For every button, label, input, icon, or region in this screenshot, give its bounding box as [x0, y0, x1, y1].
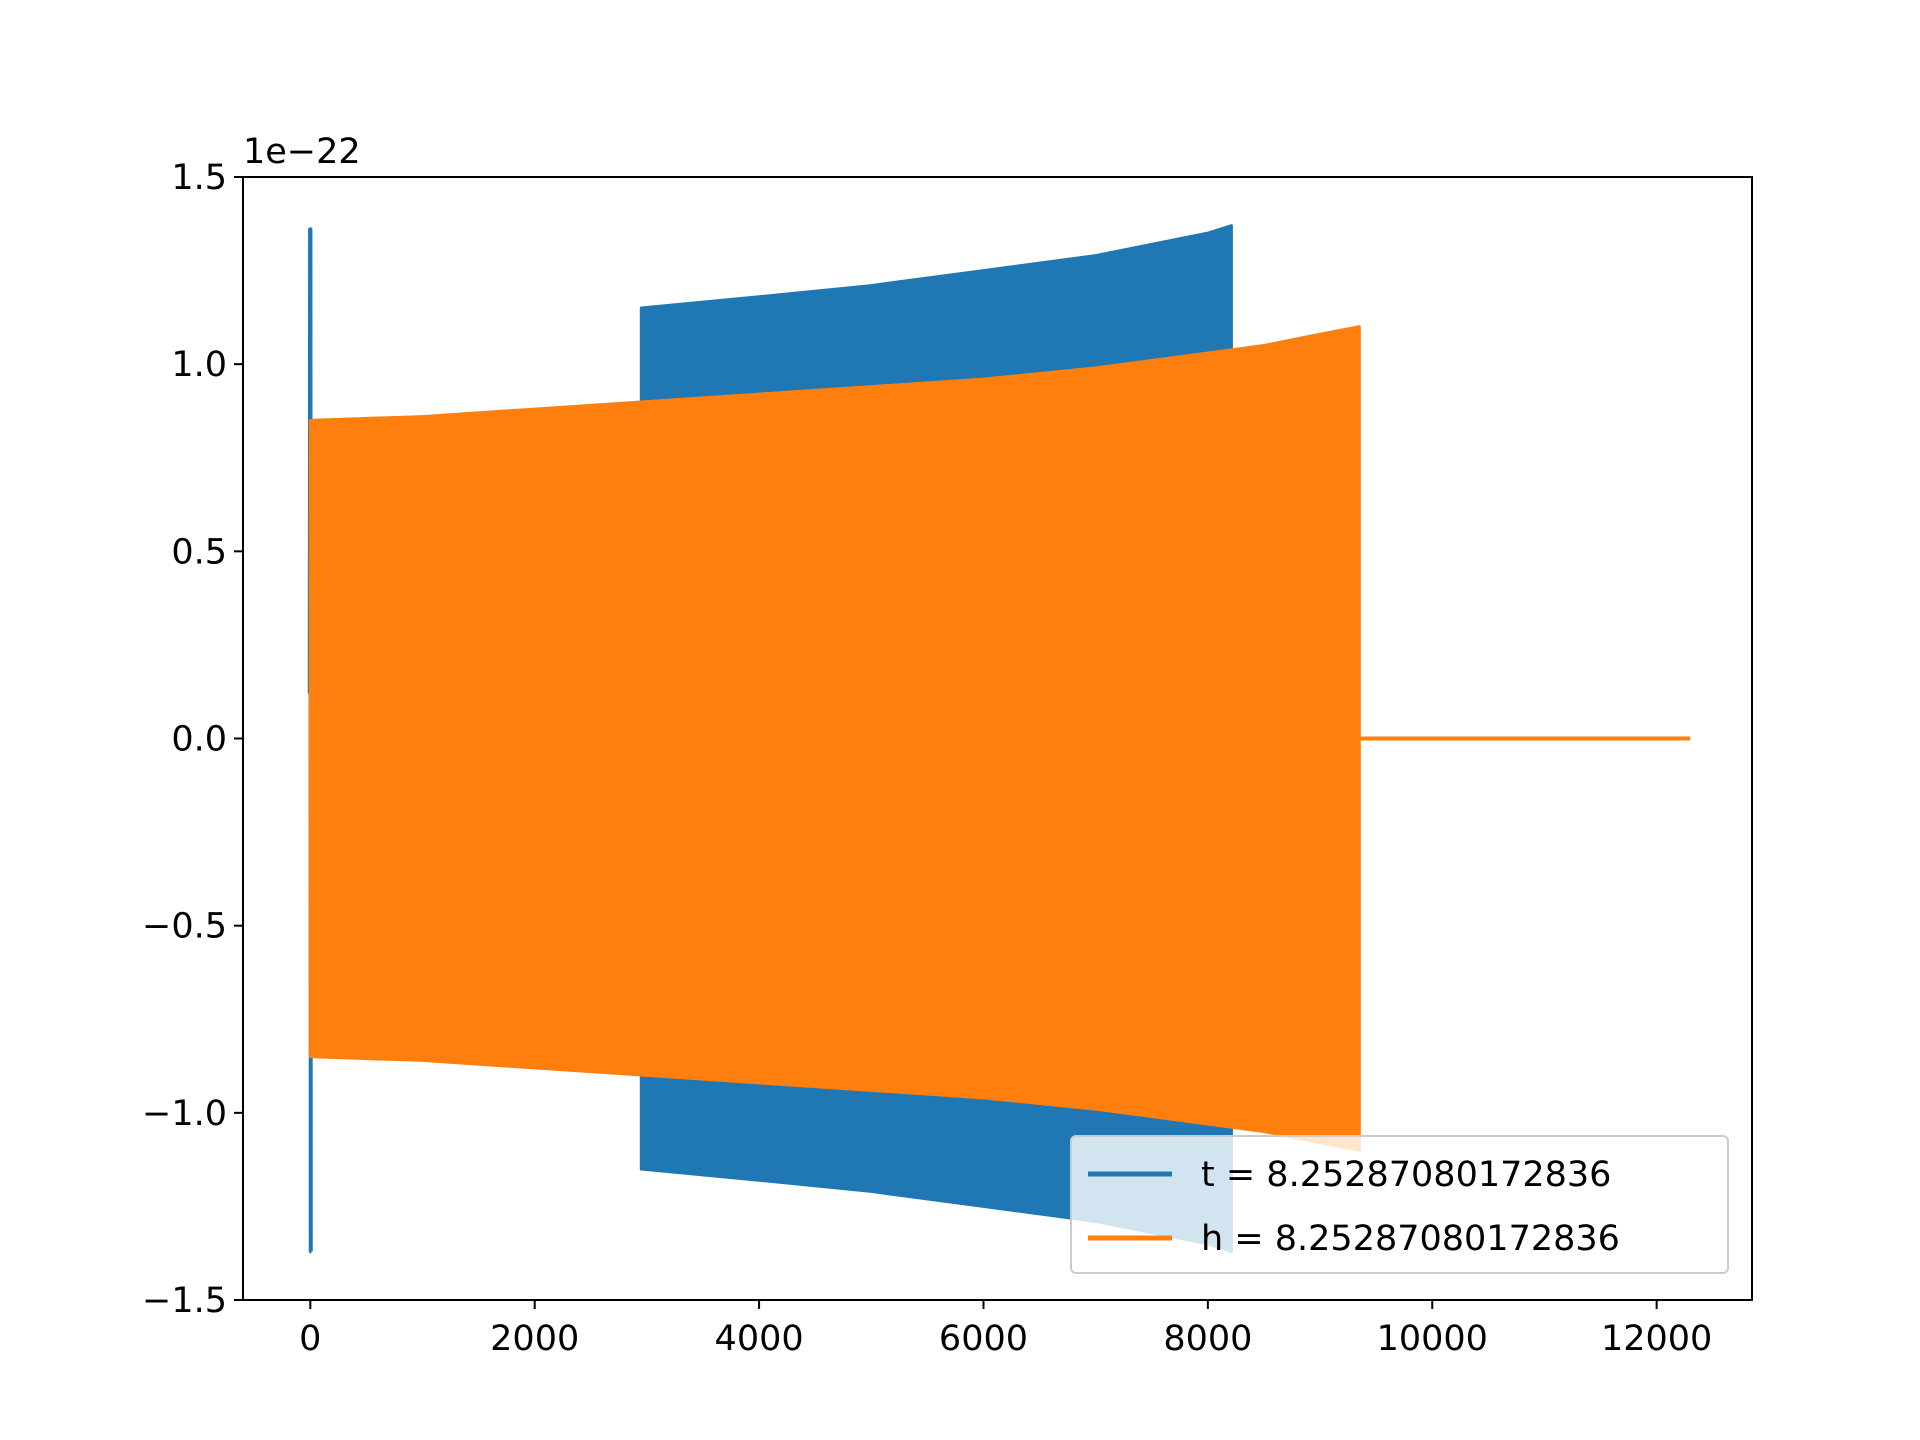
y-tick-label: −1.5 [142, 1281, 227, 1321]
x-tick-label: 12000 [1601, 1319, 1712, 1359]
y-tick-label: 1.5 [171, 158, 227, 198]
legend-entry-label: h = 8.25287080172836 [1201, 1219, 1620, 1259]
y-tick-label: −0.5 [142, 907, 227, 947]
y-tick-label: −1.0 [142, 1094, 227, 1134]
series-oscillation-band [308, 325, 1361, 1152]
plot-area [307, 224, 1691, 1254]
y-axis-offset-label: 1e−22 [243, 132, 361, 172]
legend: t = 8.25287080172836 h = 8.25287080172836 [1070, 1135, 1729, 1274]
x-axis: 0 2000 4000 6000 8000 10000 12000 [299, 1300, 1712, 1359]
y-tick-label: 0.0 [171, 720, 227, 760]
x-tick-label: 8000 [1163, 1319, 1252, 1359]
x-tick-label: 2000 [490, 1319, 579, 1359]
x-tick-label: 0 [299, 1319, 321, 1359]
y-tick-label: 1.0 [171, 345, 227, 385]
x-tick-label: 4000 [715, 1319, 804, 1359]
x-tick-label: 10000 [1377, 1319, 1488, 1359]
x-tick-label: 6000 [939, 1319, 1028, 1359]
legend-box [1070, 1135, 1729, 1274]
y-tick-label: 0.5 [171, 532, 227, 572]
legend-entry-label: t = 8.25287080172836 [1201, 1155, 1611, 1195]
series-spike-line [307, 227, 313, 1254]
y-axis: −1.5 −1.0 −0.5 0.0 0.5 1.0 1.5 [142, 158, 243, 1321]
